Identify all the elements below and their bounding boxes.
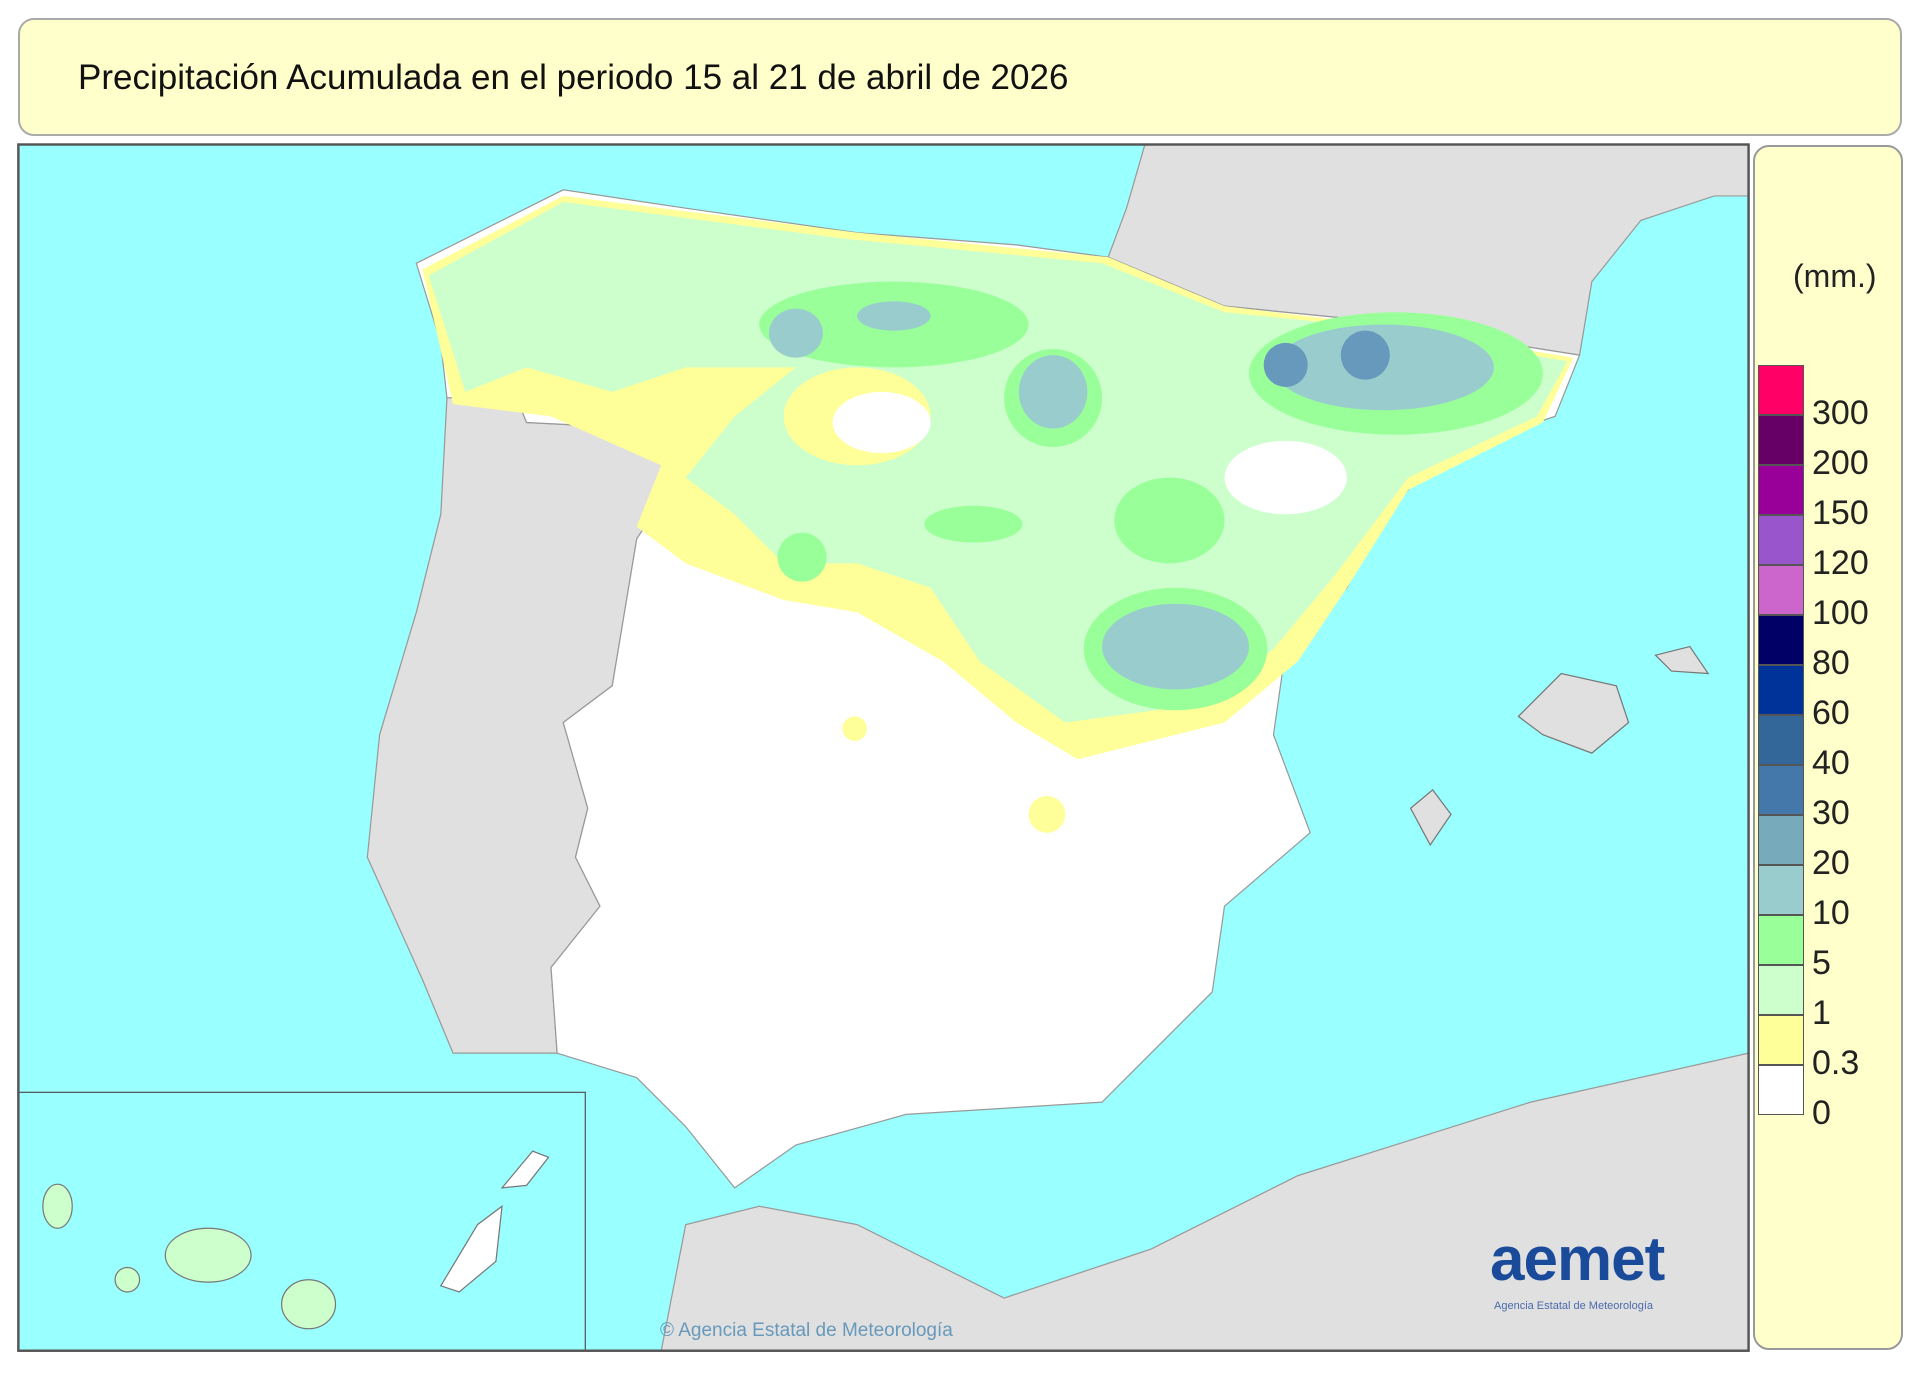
menorca — [1654, 645, 1710, 675]
aemet-logo-subtitle: Agencia Estatal de Meteorología — [1494, 1300, 1653, 1312]
legend-swatch — [1758, 765, 1804, 815]
legend-swatch — [1758, 565, 1804, 615]
map-title: Precipitación Acumulada en el periodo 15… — [78, 58, 1069, 97]
legend-swatch — [1758, 865, 1804, 915]
legend-label: 100 — [1812, 594, 1869, 632]
legend-label: 120 — [1812, 544, 1869, 582]
legend-swatch — [1758, 615, 1804, 665]
legend-swatch — [1758, 365, 1804, 415]
legend-label: 40 — [1812, 744, 1850, 782]
precipitation-areas — [422, 195, 1574, 833]
legend-label: 10 — [1812, 894, 1850, 932]
africa — [660, 1052, 1749, 1351]
legend-swatch — [1758, 715, 1804, 765]
legend-label: 30 — [1812, 794, 1850, 832]
legend-swatch — [1758, 465, 1804, 515]
ibiza — [1409, 788, 1452, 847]
legend-swatch — [1758, 665, 1804, 715]
legend-swatch — [1758, 515, 1804, 565]
legend-swatch — [1758, 1015, 1804, 1065]
legend-label: 60 — [1812, 694, 1850, 732]
legend-label: 200 — [1812, 444, 1869, 482]
legend-swatch — [1758, 1065, 1804, 1115]
legend-label: 300 — [1812, 394, 1869, 432]
legend-label: 150 — [1812, 494, 1869, 532]
legend-label: 0 — [1812, 1094, 1831, 1132]
title-panel: Precipitación Acumulada en el periodo 15… — [18, 18, 1902, 136]
legend-label: 5 — [1812, 944, 1831, 982]
aemet-logo: aemet — [1490, 1225, 1665, 1294]
legend-label: 20 — [1812, 844, 1850, 882]
legend-label: 80 — [1812, 644, 1850, 682]
legend-swatch — [1758, 415, 1804, 465]
legend-swatch — [1758, 965, 1804, 1015]
france — [1107, 144, 1749, 356]
legend-unit: (mm.) — [1793, 258, 1877, 294]
legend-swatch — [1758, 815, 1804, 865]
legend-swatch — [1758, 915, 1804, 965]
copyright-text: © Agencia Estatal de Meteorología — [660, 1320, 953, 1341]
legend-label: 1 — [1812, 994, 1831, 1032]
legend-label: 0.3 — [1812, 1044, 1860, 1082]
mallorca — [1517, 672, 1630, 754]
